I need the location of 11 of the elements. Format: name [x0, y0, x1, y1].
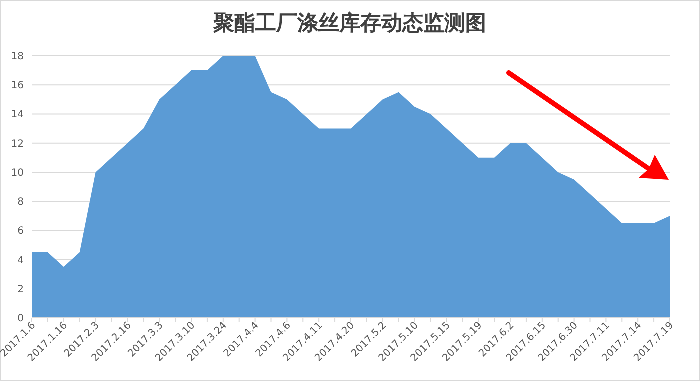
- y-tick-label: 12: [11, 138, 24, 150]
- y-tick-label: 16: [11, 80, 24, 92]
- y-tick-label: 8: [18, 197, 24, 208]
- y-tick-label: 4: [18, 255, 24, 266]
- y-tick-label: 18: [11, 52, 24, 62]
- y-tick-label: 10: [11, 168, 24, 179]
- y-tick-label: 2: [18, 284, 24, 296]
- chart-title: 聚酯工厂涤丝库存动态监测图: [212, 10, 486, 35]
- y-tick-label: 6: [18, 226, 24, 238]
- y-tick-label: 14: [11, 110, 24, 121]
- y-tick-label: 0: [18, 314, 24, 324]
